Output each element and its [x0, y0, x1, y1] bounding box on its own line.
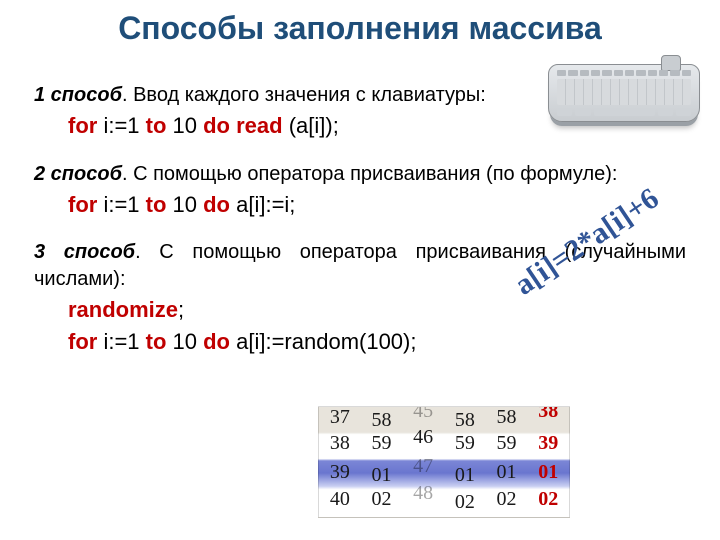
kw-do: do: [203, 113, 230, 138]
keyboard-body: [548, 64, 700, 122]
numbers-row: 400248020202: [319, 489, 569, 515]
slide: Способы заполнения массива 1 способ. Вво…: [0, 0, 720, 540]
kw-randomize: randomize: [68, 297, 178, 322]
code-text: 10: [166, 113, 203, 138]
kw-read: read: [230, 113, 289, 138]
kw-to: to: [146, 329, 167, 354]
numbers-cell: 46: [402, 427, 444, 453]
kw-for: for: [68, 113, 97, 138]
method-2-desc: . С помощью оператора присваивания (по ф…: [122, 163, 617, 185]
numbers-cell: 59: [486, 433, 528, 459]
kw-for: for: [68, 192, 97, 217]
numbers-cell: 01: [527, 462, 569, 488]
numbers-cell: 40: [319, 489, 361, 515]
method-2-code: for i:=1 to 10 do a[i]:=i;: [68, 190, 686, 220]
code-text: i:=1: [97, 329, 145, 354]
method-1-heading: 1 способ: [34, 84, 122, 106]
numbers-cell: 39: [527, 433, 569, 459]
numbers-cell: 39: [319, 462, 361, 488]
code-text: 10: [166, 192, 203, 217]
kw-do: do: [203, 192, 230, 217]
numbers-cell: 47: [402, 456, 444, 482]
numbers-cell: 01: [486, 462, 528, 488]
numbers-cell: 02: [486, 489, 528, 515]
method-1-desc: . Ввод каждого значения с клавиатуры:: [122, 84, 486, 106]
keyboard-fn-row: [557, 70, 691, 76]
numbers-image: 375845585838 385946595939 390147010101 4…: [318, 406, 570, 518]
keyboard-image: [548, 64, 698, 138]
kw-to: to: [146, 113, 167, 138]
method-2: 2 способ. С помощью оператора присваиван…: [34, 161, 686, 220]
code-text: i:=1: [97, 192, 145, 217]
code-text: i:=1: [97, 113, 145, 138]
numbers-cell: 59: [444, 433, 486, 459]
numbers-cell: 02: [361, 489, 403, 515]
method-3-heading: 3 способ: [34, 241, 135, 263]
numbers-cell: 37: [319, 407, 361, 433]
code-text: 10: [166, 329, 203, 354]
kw-to: to: [146, 192, 167, 217]
code-text: a[i]:=random(100);: [230, 329, 416, 354]
method-3-code-1: randomize;: [68, 295, 686, 325]
slide-title: Способы заполнения массива: [0, 10, 720, 47]
keyboard-keys: [557, 79, 691, 105]
numbers-cell: 59: [361, 433, 403, 459]
kw-do: do: [203, 329, 230, 354]
keyboard-spacebar-row: [557, 108, 691, 116]
method-3-code-2: for i:=1 to 10 do a[i]:=random(100);: [68, 327, 686, 357]
numbers-cell: 48: [402, 483, 444, 509]
numbers-cell: 45: [402, 406, 444, 427]
numbers-cell: 38: [527, 406, 569, 427]
code-text: a[i]:=i;: [230, 192, 295, 217]
code-text: (a[i]);: [289, 113, 339, 138]
method-2-heading: 2 способ: [34, 163, 122, 185]
keyboard-knob: [661, 55, 681, 71]
numbers-cell: 01: [444, 465, 486, 491]
numbers-cell: 58: [486, 407, 528, 433]
numbers-cell: 02: [444, 492, 486, 518]
numbers-cell: 38: [319, 433, 361, 459]
code-text: ;: [178, 297, 184, 322]
numbers-cell: 02: [527, 489, 569, 515]
kw-for: for: [68, 329, 97, 354]
